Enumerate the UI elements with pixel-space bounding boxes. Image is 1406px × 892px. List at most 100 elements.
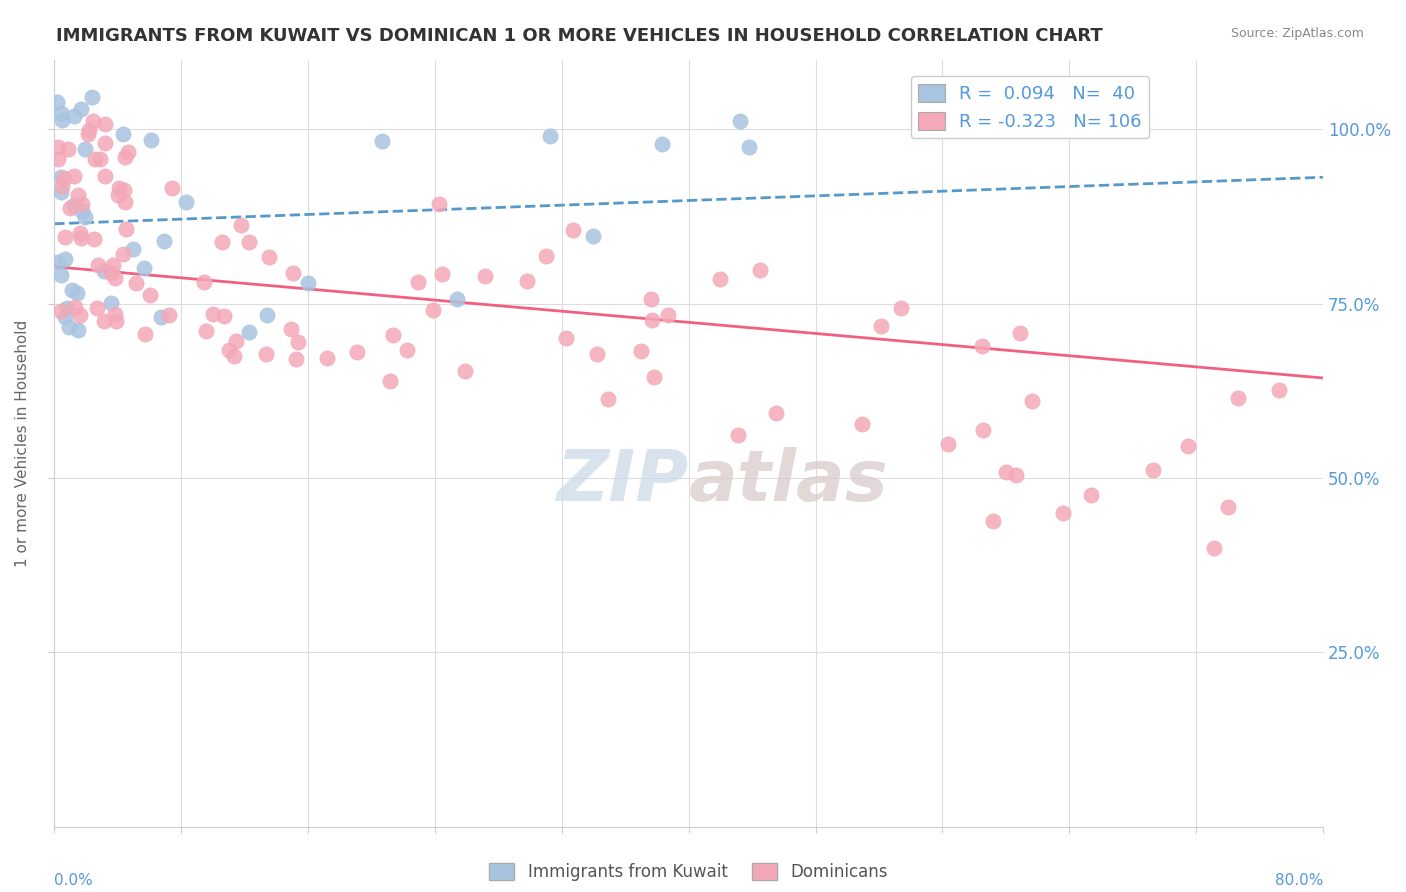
Point — [66, 285, 89, 300]
Point — [194, 324, 217, 338]
Point — [555, 331, 578, 345]
Y-axis label: 1 or more Vehicles in Household: 1 or more Vehicles in Household — [15, 319, 30, 566]
Point — [58, 142, 80, 156]
Point — [117, 145, 139, 160]
Point — [104, 271, 127, 285]
Point — [1177, 439, 1199, 453]
Point — [51, 106, 73, 120]
Point — [49, 268, 72, 283]
Point — [229, 219, 252, 233]
Point — [225, 334, 247, 348]
Point — [76, 127, 98, 141]
Text: Source: ZipAtlas.com: Source: ZipAtlas.com — [1230, 27, 1364, 40]
Point — [82, 113, 104, 128]
Point — [765, 406, 787, 420]
Point — [104, 313, 127, 327]
Point — [212, 310, 235, 324]
Point — [150, 310, 173, 325]
Point — [211, 235, 233, 249]
Text: 0.0%: 0.0% — [55, 873, 93, 888]
Point — [238, 325, 260, 339]
Point — [454, 364, 477, 378]
Point — [430, 267, 453, 281]
Point — [59, 202, 82, 216]
Point — [596, 392, 619, 406]
Point — [640, 292, 662, 306]
Point — [114, 150, 136, 164]
Text: 80.0%: 80.0% — [1275, 873, 1323, 888]
Point — [115, 221, 138, 235]
Point — [70, 196, 93, 211]
Point — [69, 308, 91, 322]
Point — [94, 136, 117, 151]
Point — [1080, 488, 1102, 502]
Point — [218, 343, 240, 358]
Point — [132, 260, 155, 275]
Point — [125, 277, 148, 291]
Point — [46, 140, 69, 154]
Point — [73, 210, 96, 224]
Point — [58, 320, 80, 334]
Point — [94, 169, 117, 183]
Point — [346, 344, 368, 359]
Point — [134, 327, 156, 342]
Point — [538, 129, 561, 144]
Point — [63, 109, 86, 123]
Point — [1204, 541, 1226, 555]
Point — [297, 276, 319, 290]
Point — [49, 303, 72, 318]
Legend: Immigrants from Kuwait, Dominicans: Immigrants from Kuwait, Dominicans — [482, 856, 894, 888]
Point — [121, 243, 143, 257]
Point — [107, 188, 129, 202]
Point — [284, 351, 307, 366]
Point — [112, 128, 135, 142]
Point — [65, 301, 87, 315]
Point — [56, 301, 79, 316]
Point — [60, 283, 83, 297]
Point — [534, 249, 557, 263]
Point — [174, 195, 197, 210]
Point — [371, 134, 394, 148]
Point — [586, 346, 609, 360]
Text: ZIP: ZIP — [557, 447, 689, 516]
Point — [202, 307, 225, 321]
Point — [238, 235, 260, 249]
Point — [84, 152, 107, 166]
Point — [141, 133, 163, 147]
Point — [890, 301, 912, 316]
Point — [63, 197, 86, 211]
Point — [46, 152, 69, 166]
Point — [87, 258, 110, 272]
Point — [53, 310, 76, 324]
Point — [972, 423, 994, 437]
Point — [561, 222, 583, 236]
Point — [936, 436, 959, 450]
Point — [70, 230, 93, 244]
Point — [727, 427, 749, 442]
Point — [257, 250, 280, 264]
Point — [870, 319, 893, 334]
Point — [1268, 383, 1291, 397]
Point — [139, 288, 162, 302]
Point — [582, 229, 605, 244]
Point — [728, 113, 751, 128]
Point — [422, 302, 444, 317]
Point — [287, 335, 309, 350]
Point — [981, 514, 1004, 528]
Text: IMMIGRANTS FROM KUWAIT VS DOMINICAN 1 OR MORE VEHICLES IN HOUSEHOLD CORRELATION : IMMIGRANTS FROM KUWAIT VS DOMINICAN 1 OR… — [56, 27, 1102, 45]
Point — [1004, 468, 1026, 483]
Point — [630, 344, 652, 359]
Point — [112, 183, 135, 197]
Point — [224, 349, 246, 363]
Point — [516, 274, 538, 288]
Point — [83, 232, 105, 246]
Point — [657, 308, 679, 322]
Point — [111, 247, 134, 261]
Point — [66, 322, 89, 336]
Point — [193, 275, 215, 289]
Point — [256, 308, 278, 322]
Point — [1021, 394, 1043, 409]
Point — [152, 234, 174, 248]
Point — [77, 123, 100, 137]
Point — [51, 178, 73, 193]
